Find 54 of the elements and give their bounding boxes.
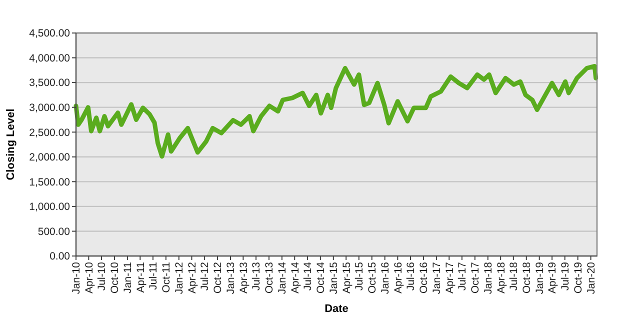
line-series	[74, 64, 598, 159]
x-tick-label: Oct-12	[212, 262, 224, 294]
x-tick-label: Oct-18	[521, 262, 534, 294]
x-tick-label: Jan-13	[225, 262, 238, 294]
x-tick-label: Apr-18	[495, 262, 508, 294]
x-tick-label: Jan-11	[122, 262, 134, 294]
x-tick-label: Apr-14	[289, 262, 302, 294]
y-tick-label: 1,500.00	[29, 176, 70, 188]
x-tick-label: Oct-19	[572, 262, 585, 294]
x-tick-label: Apr-19	[546, 262, 559, 294]
x-tick-label: Oct-10	[109, 262, 122, 294]
x-tick-label: Jul-18	[508, 262, 520, 291]
x-tick-label: Oct-17	[470, 262, 482, 294]
x-tick-label: Jul-11	[148, 262, 160, 290]
x-tick-label: Jan-14	[276, 262, 289, 294]
x-tick-label: Jul-19	[560, 262, 572, 291]
x-tick-label: Apr-11	[134, 262, 147, 293]
x-tick-label: Oct-13	[264, 262, 276, 294]
x-tick-label: Jan-15	[328, 262, 340, 294]
x-tick-label: Apr-17	[444, 262, 456, 294]
x-tick-label: Jul-10	[96, 262, 108, 291]
x-tick-label: Apr-15	[340, 262, 353, 294]
y-tick-label: 500.00	[38, 226, 70, 238]
y-tick-label: 2,000.00	[29, 152, 70, 164]
x-tick-label: Apr-13	[238, 262, 250, 294]
y-tick-label: 4,000.00	[29, 52, 70, 64]
x-tick-label: Apr-10	[83, 262, 96, 294]
x-tick-label: Jan-12	[174, 262, 186, 294]
y-tick-label: 0.00	[50, 250, 70, 263]
y-tick-label: 1,000.00	[29, 201, 70, 214]
x-tick-label: Oct-16	[418, 262, 430, 294]
y-tick-label: 2,500.00	[29, 126, 70, 139]
y-tick-label: 3,500.00	[29, 77, 70, 90]
x-tick-label: Apr-12	[186, 262, 198, 294]
x-tick-label: Jul-13	[250, 262, 263, 291]
x-tick-label: Jul-15	[354, 262, 366, 291]
x-tick-label: Apr-16	[392, 262, 404, 294]
y-tick-label: 3,000.00	[29, 102, 70, 114]
x-axis-title: Date	[324, 303, 348, 315]
x-tick-label: Jan-17	[431, 262, 444, 294]
x-tick-label: Jan-16	[380, 262, 392, 294]
x-tick-label: Jul-16	[405, 262, 418, 291]
y-axis-title: Closing Level	[5, 108, 17, 180]
x-tick-label: Jan-18	[482, 262, 495, 294]
x-tick-label: Oct-15	[366, 262, 379, 294]
y-tick-label: 4,500.00	[29, 28, 70, 40]
x-tick-label: Oct-11	[160, 262, 173, 293]
x-tick-label: Jan-10	[70, 262, 83, 294]
x-tick-label: Jul-17	[456, 262, 469, 291]
x-tick-label: Oct-14	[315, 262, 328, 294]
x-tick-label: Jul-14	[302, 262, 314, 291]
x-tick-label: Jan-19	[534, 262, 546, 294]
x-tick-label: Jul-12	[199, 262, 212, 291]
x-tick-label: Jan-20	[585, 262, 598, 294]
